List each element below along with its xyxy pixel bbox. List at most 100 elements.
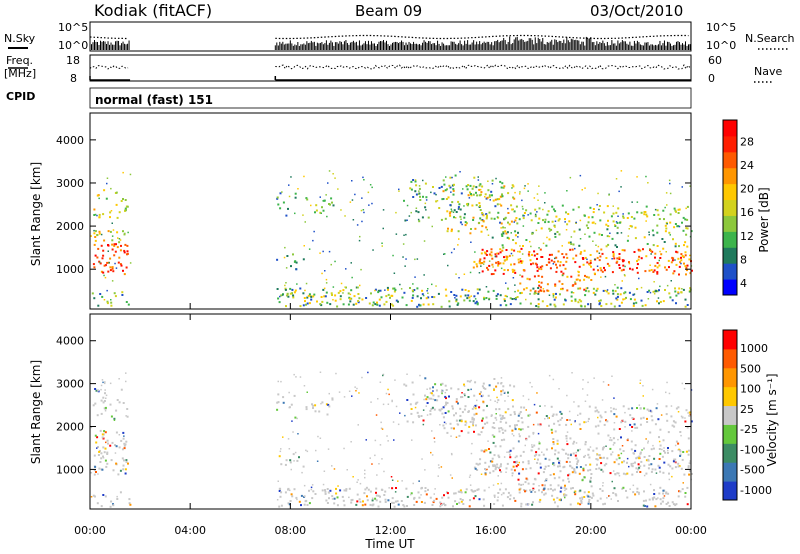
- data-cell: [432, 390, 434, 392]
- data-cell: [541, 300, 544, 303]
- data-cell: [653, 496, 656, 499]
- data-cell: [452, 505, 454, 508]
- data-cell: [282, 436, 284, 438]
- data-cell: [469, 484, 472, 486]
- data-cell: [669, 465, 672, 468]
- data-cell: [507, 391, 509, 394]
- data-cell: [100, 399, 103, 402]
- data-cell: [114, 452, 117, 454]
- data-cell: [475, 204, 478, 207]
- data-cell: [651, 468, 654, 471]
- data-cell: [564, 221, 566, 223]
- data-cell: [556, 442, 559, 445]
- data-cell: [421, 458, 423, 460]
- data-cell: [682, 229, 685, 232]
- data-cell: [635, 457, 638, 460]
- data-cell: [677, 442, 680, 445]
- data-cell: [486, 468, 488, 471]
- data-cell: [596, 265, 599, 267]
- data-cell: [104, 406, 107, 409]
- data-cell: [454, 217, 457, 219]
- data-cell: [658, 264, 661, 267]
- data-cell: [563, 486, 566, 489]
- data-cell: [656, 290, 659, 293]
- data-cell: [380, 488, 383, 491]
- data-cell: [103, 274, 105, 277]
- data-cell: [513, 461, 516, 464]
- data-cell: [501, 417, 504, 420]
- data-cell: [464, 221, 467, 224]
- data-cell: [465, 222, 468, 225]
- data-cell: [583, 496, 586, 498]
- data-cell: [447, 196, 450, 199]
- data-cell: [419, 199, 422, 201]
- data-cell: [115, 191, 118, 194]
- data-cell: [449, 211, 452, 214]
- data-cell: [624, 426, 626, 428]
- data-cell: [350, 289, 353, 292]
- data-cell: [595, 447, 598, 450]
- data-cell: [612, 220, 615, 223]
- data-cell: [464, 423, 467, 426]
- data-cell: [383, 303, 386, 306]
- data-cell: [290, 265, 292, 268]
- data-cell: [571, 487, 574, 489]
- data-cell: [457, 230, 460, 233]
- data-cell: [559, 470, 562, 473]
- data-cell: [483, 298, 486, 301]
- data-cell: [588, 263, 591, 266]
- data-cell: [381, 458, 383, 460]
- data-cell: [622, 259, 625, 262]
- data-cell: [663, 461, 666, 464]
- data-cell: [488, 465, 490, 468]
- data-cell: [604, 275, 607, 278]
- data-cell: [501, 182, 504, 185]
- data-cell: [583, 278, 586, 281]
- data-cell: [508, 223, 511, 226]
- data-cell: [111, 248, 114, 251]
- data-cell: [447, 410, 450, 413]
- data-cell: [627, 235, 630, 237]
- data-cell: [511, 433, 514, 435]
- data-cell: [624, 298, 626, 300]
- data-cell: [398, 188, 400, 191]
- data-cell: [105, 394, 108, 397]
- data-cell: [494, 400, 496, 402]
- data-cell: [621, 461, 624, 464]
- data-cell: [525, 503, 528, 506]
- data-cell: [276, 196, 279, 199]
- data-cell: [634, 226, 637, 229]
- data-cell: [612, 205, 614, 207]
- data-cell: [538, 441, 540, 443]
- data-cell: [676, 251, 679, 254]
- data-cell: [545, 448, 548, 451]
- colorbar-segment: [723, 481, 737, 501]
- data-cell: [498, 456, 501, 459]
- data-cell: [497, 475, 499, 477]
- data-cell: [122, 171, 124, 174]
- data-cell: [429, 413, 432, 416]
- data-cell: [648, 409, 651, 412]
- data-cell: [539, 405, 541, 407]
- data-cell: [124, 207, 127, 210]
- data-cell: [377, 289, 380, 292]
- data-cell: [441, 389, 443, 391]
- data-cell: [497, 264, 500, 267]
- data-cell: [110, 210, 113, 212]
- data-cell: [410, 408, 413, 410]
- data-cell: [522, 225, 525, 227]
- data-cell: [664, 266, 666, 269]
- data-cell: [99, 429, 102, 432]
- data-cell: [688, 414, 691, 417]
- data-cell: [423, 274, 425, 276]
- data-cell: [548, 458, 551, 461]
- data-cell: [431, 296, 434, 298]
- data-cell: [121, 457, 124, 460]
- data-cell: [98, 450, 101, 453]
- data-cell: [107, 244, 109, 246]
- data-cell: [505, 255, 508, 258]
- data-cell: [511, 399, 514, 402]
- data-cell: [598, 300, 601, 302]
- data-cell: [388, 393, 390, 396]
